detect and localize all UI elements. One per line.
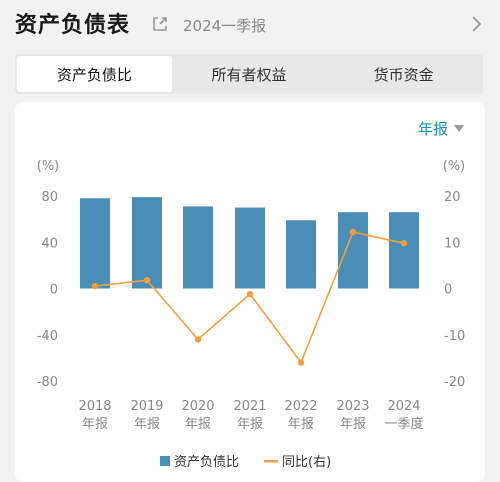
report-period: 2024一季报 xyxy=(183,17,267,35)
line-point xyxy=(91,282,99,290)
x-tick-label: 2024 xyxy=(387,399,420,414)
bar xyxy=(338,212,368,289)
left-axis-unit: (%) xyxy=(37,159,60,174)
x-tick-label: 年报 xyxy=(134,417,160,432)
x-tick-label: 年报 xyxy=(82,417,108,432)
line-point xyxy=(349,228,357,236)
header: 资产负债表 2024一季报 xyxy=(0,0,500,50)
x-tick-label: 年报 xyxy=(237,417,263,432)
bar xyxy=(132,197,162,289)
right-axis-unit: (%) xyxy=(443,159,466,174)
x-tick-label: 年报 xyxy=(340,417,366,432)
bar xyxy=(183,206,213,289)
x-tick-label: 2023 xyxy=(336,399,369,414)
legend-line-swatch xyxy=(264,460,278,463)
right-tick-label: 20 xyxy=(444,190,461,205)
x-tick-label: 2018 xyxy=(78,399,111,414)
tab-cash-funds[interactable]: 货币资金 xyxy=(373,65,434,84)
line-point xyxy=(400,239,408,247)
share-icon[interactable] xyxy=(150,14,170,34)
x-tick-label: 2021 xyxy=(233,399,266,414)
bar xyxy=(286,220,316,289)
tab-bar: 资产负债比 所有者权益 货币资金 xyxy=(15,54,483,94)
tab-debt-ratio[interactable]: 资产负债比 xyxy=(17,56,172,92)
x-tick-label: 2019 xyxy=(130,399,163,414)
bar xyxy=(389,212,419,289)
right-tick-label: 10 xyxy=(444,236,461,251)
legend-line-label: 同比(右) xyxy=(282,455,331,470)
x-tick-label: 2022 xyxy=(284,399,317,414)
x-tick-label: 2020 xyxy=(181,399,214,414)
page-title: 资产负债表 xyxy=(15,13,131,38)
legend-bar-swatch xyxy=(160,456,170,466)
line-point xyxy=(297,359,305,366)
right-tick-label: -10 xyxy=(444,329,465,344)
left-tick-label: 0 xyxy=(50,283,58,298)
x-tick-label: 年报 xyxy=(185,417,211,432)
caret-down-icon xyxy=(454,124,465,132)
left-tick-label: -80 xyxy=(37,375,58,390)
left-tick-label: -40 xyxy=(37,329,58,344)
left-tick-label: 40 xyxy=(41,236,58,251)
right-tick-label: 0 xyxy=(444,283,452,298)
right-tick-label: -20 xyxy=(444,375,465,390)
legend-bar-label: 资产负债比 xyxy=(174,455,239,470)
frequency-dropdown[interactable]: 年报 xyxy=(418,118,465,139)
chevron-right-icon[interactable] xyxy=(470,13,484,35)
left-tick-label: 80 xyxy=(41,190,58,205)
x-tick-label: 一季度 xyxy=(384,416,423,432)
bar xyxy=(80,198,110,289)
line-point xyxy=(246,290,254,298)
tab-owner-equity[interactable]: 所有者权益 xyxy=(211,65,287,84)
x-tick-label: 年报 xyxy=(288,417,314,432)
frequency-label: 年报 xyxy=(418,120,449,138)
line-point xyxy=(194,336,202,343)
line-point xyxy=(143,276,151,284)
bar xyxy=(235,207,265,289)
